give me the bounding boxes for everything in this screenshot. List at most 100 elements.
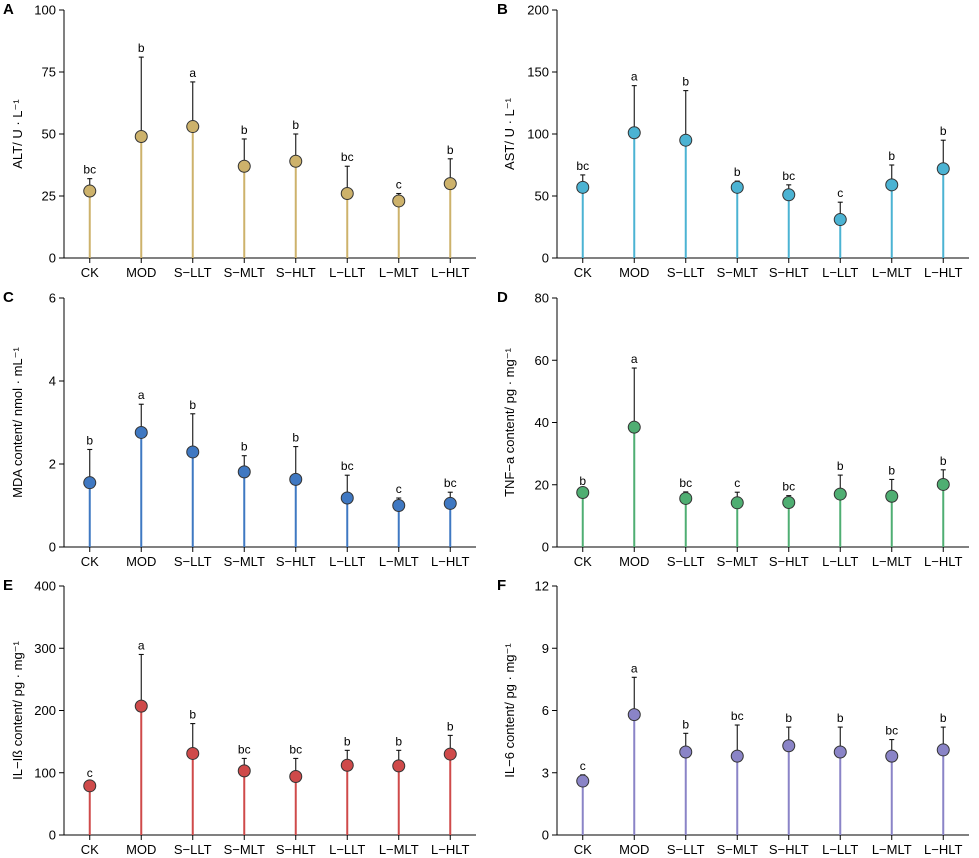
significance-letter: c — [580, 759, 586, 773]
y-tick-label: 50 — [42, 127, 56, 142]
x-tick-label: S−LLT — [174, 554, 212, 569]
significance-letter: a — [138, 388, 145, 402]
data-point — [782, 188, 796, 202]
significance-letter: b — [447, 719, 454, 733]
significance-letter: a — [631, 70, 638, 84]
y-tick-label: 6 — [49, 291, 56, 306]
y-tick-label: 75 — [42, 65, 56, 80]
y-tick-label: 3 — [542, 765, 549, 780]
y-tick-label: 200 — [527, 3, 549, 18]
x-tick-label: CK — [574, 842, 592, 857]
data-point — [730, 496, 744, 510]
data-point — [83, 779, 97, 793]
significance-letter: b — [785, 711, 792, 725]
data-point — [782, 495, 796, 509]
significance-letter: bc — [782, 480, 795, 494]
significance-letter: b — [888, 149, 895, 163]
y-tick-label: 40 — [535, 415, 549, 430]
data-point — [627, 708, 641, 722]
significance-letter: b — [86, 433, 93, 447]
data-point — [679, 491, 693, 505]
significance-letter: b — [241, 440, 248, 454]
data-point — [885, 178, 899, 192]
data-point — [134, 699, 148, 713]
y-tick-label: 80 — [535, 291, 549, 306]
significance-letter: bc — [731, 709, 744, 723]
significance-letter: c — [87, 766, 93, 780]
significance-letter: b — [579, 474, 586, 488]
chart-panel-c: C 0 2 4 6 MDA content/ nmol · mL⁻¹ CK b MOD a S−LL… — [3, 289, 476, 569]
data-point — [936, 477, 950, 491]
x-tick-label: S−HLT — [769, 554, 809, 569]
significance-letter: bc — [83, 163, 96, 177]
x-tick-label: S−MLT — [224, 842, 265, 857]
x-tick-label: L−LLT — [329, 265, 365, 280]
data-point — [936, 743, 950, 757]
y-tick-label: 100 — [527, 127, 549, 142]
data-point — [237, 764, 251, 778]
data-point — [186, 445, 200, 459]
x-tick-label: L−MLT — [872, 554, 912, 569]
x-tick-label: CK — [81, 842, 99, 857]
x-tick-label: S−MLT — [717, 265, 758, 280]
data-point — [289, 472, 303, 486]
x-tick-label: MOD — [126, 265, 156, 280]
y-tick-label: 0 — [542, 251, 549, 266]
x-tick-label: S−LLT — [174, 842, 212, 857]
x-tick-label: L−HLT — [924, 554, 962, 569]
data-point — [782, 739, 796, 753]
data-point — [885, 489, 899, 503]
x-tick-label: L−MLT — [872, 265, 912, 280]
x-tick-label: MOD — [619, 842, 649, 857]
significance-letter: b — [940, 124, 947, 138]
data-point — [627, 420, 641, 434]
significance-letter: bc — [289, 742, 302, 756]
x-tick-label: MOD — [126, 842, 156, 857]
x-tick-label: MOD — [619, 265, 649, 280]
data-point — [83, 184, 97, 198]
data-point — [237, 465, 251, 479]
x-tick-label: L−HLT — [431, 842, 469, 857]
x-tick-label: L−HLT — [431, 554, 469, 569]
y-tick-label: 300 — [34, 641, 56, 656]
data-point — [186, 746, 200, 760]
x-tick-label: L−MLT — [379, 265, 419, 280]
y-axis-title: IL−6 content/ pg · mg⁻¹ — [502, 643, 517, 778]
y-tick-label: 25 — [42, 189, 56, 204]
significance-letter: b — [888, 463, 895, 477]
y-tick-label: 50 — [535, 189, 549, 204]
significance-letter: c — [396, 482, 402, 496]
significance-letter: a — [631, 661, 638, 675]
y-axis-title: AST/ U · L⁻¹ — [502, 97, 517, 170]
x-tick-label: CK — [81, 265, 99, 280]
x-tick-label: L−LLT — [329, 554, 365, 569]
data-point — [186, 120, 200, 134]
y-tick-label: 6 — [542, 703, 549, 718]
significance-letter: b — [241, 123, 248, 137]
data-point — [340, 491, 354, 505]
x-tick-label: CK — [81, 554, 99, 569]
significance-letter: b — [837, 459, 844, 473]
y-tick-label: 0 — [49, 828, 56, 843]
x-tick-label: L−MLT — [872, 842, 912, 857]
y-axis-title: TNF−a content/ pg · mg⁻¹ — [502, 347, 517, 497]
y-tick-label: 4 — [49, 374, 56, 389]
x-tick-label: L−HLT — [924, 842, 962, 857]
panel-letter: F — [497, 577, 506, 594]
significance-letter: b — [682, 717, 689, 731]
significance-letter: c — [837, 186, 843, 200]
y-tick-label: 100 — [34, 765, 56, 780]
x-tick-label: L−LLT — [822, 554, 858, 569]
x-tick-label: S−LLT — [667, 554, 705, 569]
x-tick-label: L−HLT — [431, 265, 469, 280]
y-tick-label: 100 — [34, 3, 56, 18]
x-tick-label: L−LLT — [329, 842, 365, 857]
chart-panel-f: F 0 3 6 9 12 IL−6 content/ pg · mg⁻¹ CK c MOD a S−L… — [497, 577, 969, 857]
significance-letter: a — [138, 638, 145, 652]
y-tick-label: 9 — [542, 641, 549, 656]
data-point — [936, 162, 950, 176]
data-point — [340, 758, 354, 772]
significance-letter: a — [189, 66, 196, 80]
x-tick-label: S−HLT — [276, 265, 316, 280]
